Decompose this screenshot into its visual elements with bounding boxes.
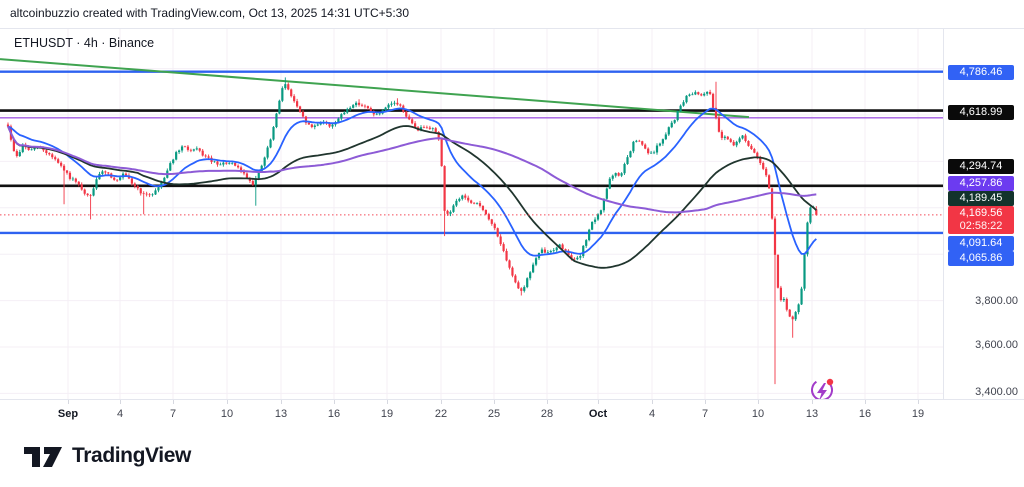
ma-line-fast-ema[interactable] (7, 107, 817, 257)
descending-trendline[interactable] (0, 58, 750, 119)
time-axis-tick (441, 400, 442, 404)
time-axis-tick (68, 400, 69, 404)
time-axis-tick (173, 400, 174, 404)
price-level-label: 4,091.64 (948, 235, 1014, 251)
time-scale-label: 13 (805, 408, 819, 420)
chart-widget: ETHUSDT · 4h · Binance 3,800.00 3,600.00 3… (0, 28, 1024, 430)
time-axis-tick (334, 400, 335, 404)
time-axis-tick (865, 400, 866, 404)
price-level-label: 4,189.45 (948, 190, 1014, 206)
ma-line-slow-sma[interactable] (7, 126, 817, 214)
time-scale-label: 13 (274, 408, 288, 420)
time-scale-label: Oct (588, 408, 608, 420)
time-scale-label: 22 (434, 408, 448, 420)
time-scale-label: 7 (169, 408, 177, 420)
notification-dot (826, 378, 834, 386)
time-axis-tick (281, 400, 282, 404)
time-axis-tick (758, 400, 759, 404)
time-scale-label: 10 (220, 408, 234, 420)
price-level-label: 4,065.86 (948, 250, 1014, 266)
tradingview-logo-text: TradingView (72, 444, 191, 467)
time-axis-tick (387, 400, 388, 404)
time-scale-label: 7 (701, 408, 709, 420)
price-axis[interactable]: 3,800.00 3,600.00 3,400.00 4,786.46 4,618.99… (943, 29, 1024, 399)
time-axis-tick (598, 400, 599, 404)
current-price-label: 4,169.56 02:58:22 (948, 206, 1014, 234)
time-axis[interactable]: Sep 4 7 10 13 16 19 22 25 28 Oct 4 7 10 13 16 19 (0, 399, 1024, 430)
time-scale-label: 4 (648, 408, 656, 420)
time-axis-tick (652, 400, 653, 404)
time-scale-label: 4 (116, 408, 124, 420)
time-scale-label: Sep (57, 408, 79, 420)
tradingview-logo-mark (24, 447, 62, 467)
symbol-title: ETHUSDT · 4h · Binance (14, 36, 155, 50)
time-axis-tick (918, 400, 919, 404)
time-axis-tick (227, 400, 228, 404)
time-axis-tick (705, 400, 706, 404)
price-scale-label: 3,800.00 (975, 295, 1018, 307)
grid (0, 29, 943, 399)
price-level-label: 4,618.99 (948, 104, 1014, 120)
price-scale-label: 3,600.00 (975, 339, 1018, 351)
chart-canvas[interactable] (0, 29, 943, 399)
time-scale-label: 25 (487, 408, 501, 420)
time-axis-tick (494, 400, 495, 404)
attribution-text: altcoinbuzzio created with TradingView.c… (10, 6, 410, 20)
price-level-label: 4,257.86 (948, 175, 1014, 191)
candlestick-series (6, 77, 818, 385)
time-axis-tick (547, 400, 548, 404)
price-level-label: 4,786.46 (948, 64, 1014, 80)
time-scale-label: 19 (380, 408, 394, 420)
price-scale-label: 3,400.00 (975, 386, 1018, 398)
time-scale-label: 19 (911, 408, 925, 420)
ma-line-mid-sma[interactable] (7, 125, 817, 269)
candle-countdown: 02:58:22 (959, 220, 1003, 232)
time-axis-tick (812, 400, 813, 404)
time-scale-label: 16 (327, 408, 341, 420)
tradingview-logo[interactable]: TradingView (24, 441, 191, 471)
time-axis-tick (120, 400, 121, 404)
time-scale-label: 28 (540, 408, 554, 420)
time-scale-label: 10 (751, 408, 765, 420)
time-scale-label: 16 (858, 408, 872, 420)
flash-action-icon[interactable] (808, 376, 836, 399)
price-level-label: 4,294.74 (948, 158, 1014, 174)
